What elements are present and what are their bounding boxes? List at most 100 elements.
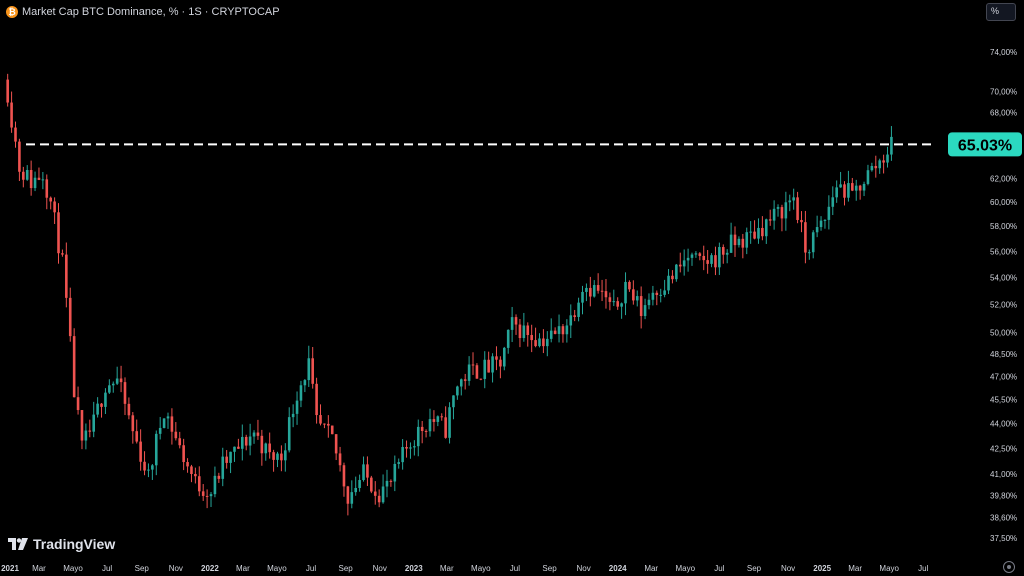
candle-body — [385, 480, 389, 487]
candle-body — [237, 446, 240, 449]
last-value-label: 65.03% — [958, 137, 1012, 154]
candle-body — [217, 475, 221, 479]
candle-body — [510, 317, 514, 330]
candle-body — [839, 184, 842, 188]
candle-body — [225, 456, 228, 463]
candle-body — [682, 260, 686, 267]
candle-body — [592, 285, 596, 297]
candle-body — [886, 154, 889, 163]
y-tick-label: 37,50% — [990, 534, 1017, 543]
x-tick-label: Sep — [135, 564, 150, 573]
candle-body — [651, 292, 655, 300]
candle-body — [33, 177, 37, 189]
x-tick-label: Sep — [542, 564, 557, 573]
y-tick-label: 52,00% — [990, 300, 1017, 309]
candle-body — [284, 450, 287, 461]
candle-body — [432, 419, 436, 422]
candle-body — [628, 281, 631, 290]
candle-body — [18, 141, 21, 172]
x-tick-label: Mayo — [63, 564, 83, 573]
candle-body — [221, 456, 225, 479]
candle-body — [6, 79, 9, 103]
candle-body — [639, 296, 643, 317]
x-tick-label: Mar — [236, 564, 250, 573]
candle-body — [569, 315, 573, 326]
candle-body — [409, 447, 412, 449]
candle-body — [201, 491, 205, 496]
candle-body — [416, 426, 420, 447]
candle-body — [561, 326, 565, 335]
x-tick-label: Mayo — [471, 564, 491, 573]
y-tick-label: 45,50% — [990, 396, 1017, 405]
candle-body — [851, 183, 854, 191]
candle-body — [115, 378, 119, 384]
candle-body — [162, 418, 166, 428]
candle-body — [737, 238, 741, 246]
candle-body — [502, 347, 506, 367]
candle-body — [131, 415, 135, 432]
candle-body — [342, 465, 346, 487]
candle-body — [194, 473, 197, 477]
candle-body — [135, 431, 139, 442]
candle-body — [706, 260, 709, 264]
y-tick-label: 42,50% — [990, 445, 1017, 454]
x-tick-label: 2023 — [405, 564, 423, 573]
candle-body — [538, 338, 541, 347]
candle-body — [772, 208, 776, 221]
candle-body — [823, 219, 827, 221]
y-tick-label: 38,60% — [990, 513, 1017, 522]
y-tick-label: 56,00% — [990, 247, 1017, 256]
candle-body — [796, 197, 799, 220]
candle-body — [721, 247, 725, 255]
candle-body — [96, 403, 99, 415]
candle-body — [405, 447, 408, 449]
percent-scale-button[interactable]: % — [986, 3, 1016, 21]
bitcoin-icon: ₿ — [6, 6, 18, 18]
candle-body — [452, 395, 455, 408]
candle-body — [659, 294, 663, 296]
candle-body — [362, 464, 365, 481]
candle-body — [608, 297, 612, 302]
candle-body — [186, 462, 189, 467]
chart-title-bar: ₿ Market Cap BTC Dominance, % · 1S · CRY… — [6, 5, 280, 19]
candle-body — [166, 416, 170, 419]
chart-title: Market Cap BTC Dominance, % · 1S · CRYPT… — [22, 6, 280, 18]
candle-body — [104, 392, 107, 407]
candle-body — [241, 436, 244, 449]
candle-body — [475, 365, 479, 379]
candle-body — [401, 447, 404, 463]
x-tick-label: Nov — [169, 564, 183, 573]
candle-body — [330, 425, 334, 435]
candle-body — [753, 231, 756, 239]
candle-body — [596, 285, 600, 291]
candle-body — [600, 290, 604, 292]
candle-body — [858, 185, 862, 191]
y-tick-label: 48,50% — [990, 350, 1017, 359]
candle-body — [49, 197, 52, 202]
candle-body — [463, 379, 467, 381]
candle-body — [182, 445, 185, 463]
candle-body — [393, 463, 397, 482]
candle-body — [620, 303, 623, 307]
candle-body — [526, 325, 530, 336]
candle-body — [22, 171, 25, 180]
y-tick-label: 50,00% — [990, 328, 1017, 337]
candles-group — [6, 73, 893, 516]
candle-body — [108, 385, 111, 393]
candle-body — [733, 234, 737, 246]
candle-body — [491, 356, 494, 373]
gear-icon[interactable] — [1003, 561, 1015, 573]
candle-body — [287, 417, 291, 451]
x-tick-label: Nov — [373, 564, 387, 573]
candle-body — [506, 329, 510, 348]
x-tick-label: Mayo — [676, 564, 696, 573]
candle-body — [553, 330, 557, 334]
candle-body — [68, 297, 72, 337]
candle-body — [260, 435, 264, 454]
candle-body — [280, 453, 283, 461]
candle-body — [178, 438, 182, 446]
candle-body — [389, 480, 393, 482]
candle-body — [870, 165, 874, 171]
candle-body — [745, 232, 749, 248]
